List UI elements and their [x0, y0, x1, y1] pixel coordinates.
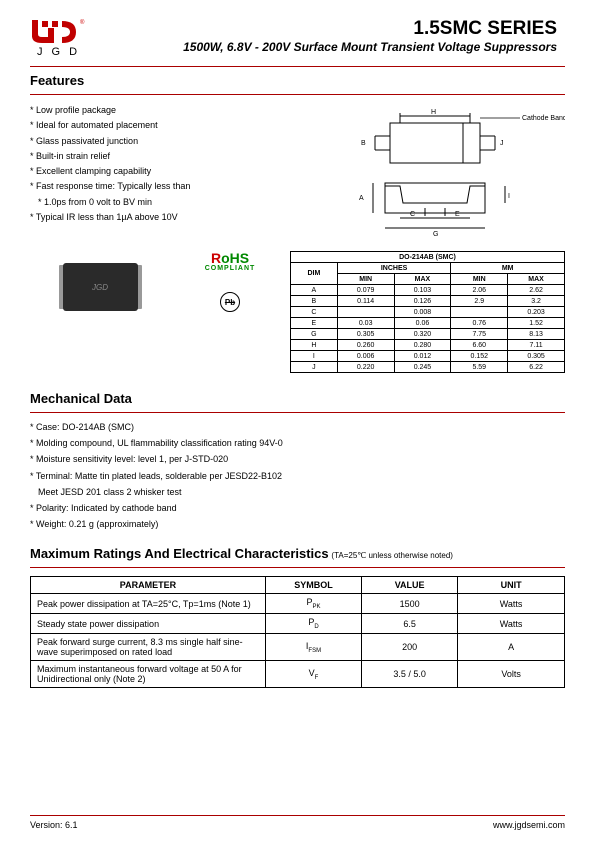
- page-title: 1.5SMC SERIES: [85, 18, 557, 40]
- svg-text:H: H: [431, 109, 436, 116]
- mech-item-cont: Meet JESD 201 class 2 whisker test: [30, 484, 565, 500]
- page-subtitle: 1500W, 6.8V - 200V Surface Mount Transie…: [85, 40, 557, 54]
- table-row: C0.0080.203: [291, 307, 565, 318]
- divider: [30, 66, 565, 67]
- table-row: I0.0060.0120.1520.305: [291, 351, 565, 362]
- features-heading: Features: [30, 73, 565, 88]
- feature-item: Excellent clamping capability: [30, 164, 335, 179]
- header: ® J G D 1.5SMC SERIES 1500W, 6.8V - 200V…: [30, 18, 565, 60]
- svg-text:J G D: J G D: [37, 46, 80, 58]
- rohs-compliant: COMPLIANT: [190, 265, 270, 272]
- feature-item: Low profile package: [30, 103, 335, 118]
- page-footer: Version: 6.1 www.jgdsemi.com: [30, 815, 565, 830]
- feature-item: Typical IR less than 1µA above 10V: [30, 210, 335, 225]
- feature-item: Fast response time: Typically less than: [30, 179, 335, 194]
- divider: [30, 567, 565, 568]
- package-diagram: H B J Cathode Band A C E I G: [355, 108, 565, 241]
- svg-text:J: J: [500, 140, 504, 147]
- feature-item: Ideal for automated placement: [30, 118, 335, 133]
- company-logo: ® J G D: [30, 18, 85, 60]
- mech-item: Case: DO-214AB (SMC): [30, 419, 565, 435]
- table-row: J0.2200.2455.596.22: [291, 362, 565, 373]
- mechanical-heading: Mechanical Data: [30, 391, 565, 406]
- svg-text:G: G: [433, 231, 438, 238]
- table-row: H0.2600.2806.607.11: [291, 340, 565, 351]
- mech-item: Moisture sensitivity level: level 1, per…: [30, 451, 565, 467]
- mechanical-list: Case: DO-214AB (SMC) Molding compound, U…: [30, 419, 565, 532]
- feature-item: Glass passivated junction: [30, 134, 335, 149]
- table-row: A0.0790.1032.062.62: [291, 285, 565, 296]
- table-row: G0.3050.3207.758.13: [291, 329, 565, 340]
- table-row: E0.030.060.761.52: [291, 318, 565, 329]
- mech-item: Polarity: Indicated by cathode band: [30, 500, 565, 516]
- ratings-table: PARAMETER SYMBOL VALUE UNIT Peak power d…: [30, 576, 565, 688]
- svg-text:C: C: [410, 211, 415, 218]
- table-row: Maximum instantaneous forward voltage at…: [31, 660, 565, 687]
- footer-url: www.jgdsemi.com: [493, 820, 565, 830]
- dim-caption: DO-214AB (SMC): [291, 252, 565, 263]
- maxratings-heading: Maximum Ratings And Electrical Character…: [30, 546, 329, 561]
- mech-item: Terminal: Matte tin plated leads, solder…: [30, 468, 565, 484]
- svg-text:B: B: [361, 140, 366, 147]
- maxratings-note: (TA=25℃ unless otherwise noted): [331, 551, 453, 560]
- svg-text:A: A: [359, 195, 364, 202]
- svg-text:Cathode Band: Cathode Band: [522, 115, 565, 122]
- version-label: Version: 6.1: [30, 820, 78, 830]
- table-row: B0.1140.1262.93.2: [291, 296, 565, 307]
- table-row: Peak power dissipation at TA=25°C, Tp=1m…: [31, 594, 565, 614]
- divider: [30, 412, 565, 413]
- svg-text:E: E: [455, 211, 460, 218]
- feature-item-cont: 1.0ps from 0 volt to BV min: [30, 195, 335, 210]
- pb-free-icon: Pb: [220, 292, 240, 312]
- svg-text:I: I: [508, 193, 510, 200]
- features-list: Low profile package Ideal for automated …: [30, 103, 335, 241]
- mech-item: Weight: 0.21 g (approximately): [30, 516, 565, 532]
- table-row: Peak forward surge current, 8.3 ms singl…: [31, 633, 565, 660]
- dimensions-table: DO-214AB (SMC) DIMINCHESMM MINMAXMINMAX …: [290, 251, 565, 373]
- divider: [30, 94, 565, 95]
- mech-item: Molding compound, UL flammability classi…: [30, 435, 565, 451]
- rohs-badge: RoHS: [190, 251, 270, 265]
- table-row: Steady state power dissipationPD6.5Watts: [31, 614, 565, 634]
- chip-image: JGD: [63, 263, 138, 311]
- feature-item: Built-in strain relief: [30, 149, 335, 164]
